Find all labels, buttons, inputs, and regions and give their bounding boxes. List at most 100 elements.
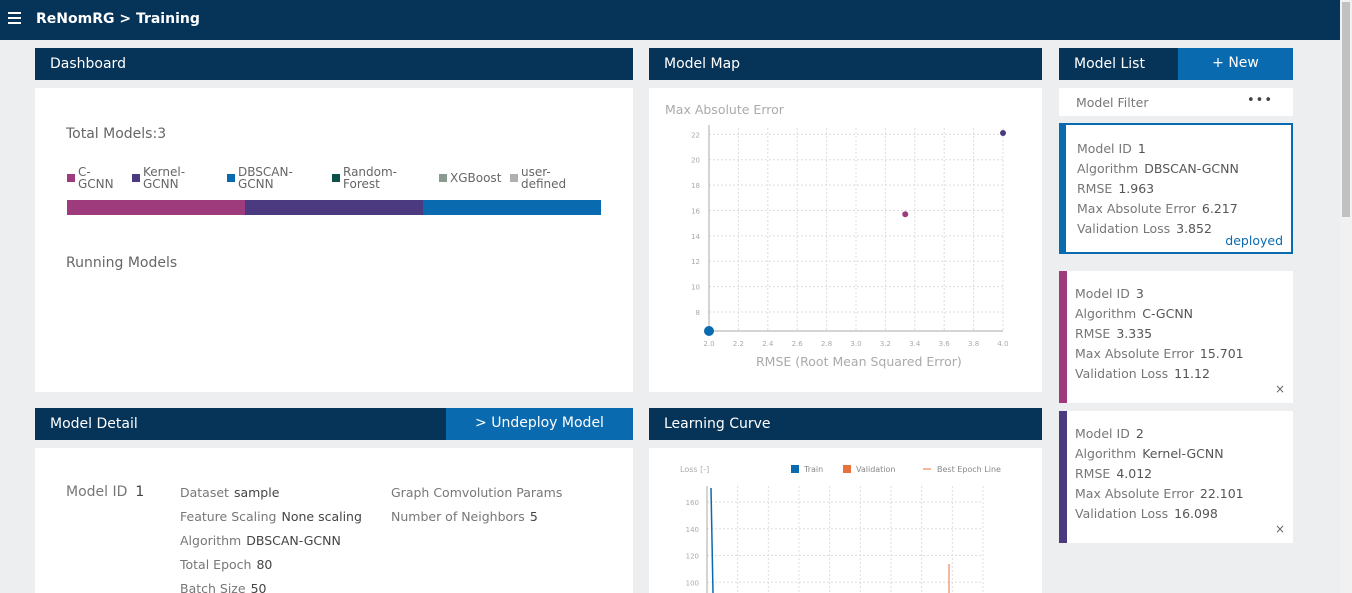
mae-row: Max Absolute Error 22.101	[1075, 486, 1244, 501]
model-distribution-bar	[67, 200, 601, 215]
y-tick-label: 120	[686, 553, 699, 561]
x-tick-label: 2.2	[733, 340, 744, 348]
x-tick-label: 3.8	[968, 340, 979, 348]
x-tick-label: 2.0	[703, 340, 714, 348]
x-tick-label: 3.0	[850, 340, 861, 348]
total-models-text: Total Models:3	[66, 126, 167, 142]
more-options-icon[interactable]: •••	[1246, 93, 1273, 108]
model-card-1[interactable]: Model ID 1 Algorithm DBSCAN-GCNN RMSE 1.963…	[1059, 123, 1293, 254]
x-tick-label: 3.2	[880, 340, 891, 348]
detail-algorithm: Algorithm DBSCAN-GCNN	[180, 533, 341, 548]
y-tick-label: 22	[691, 131, 700, 139]
model-id-row: Model ID 1	[1077, 141, 1146, 156]
legend-swatch	[132, 174, 140, 182]
val-loss-row: Validation Loss 11.12	[1075, 366, 1210, 381]
mae-row: Max Absolute Error 15.701	[1075, 346, 1244, 361]
model-map-xlabel: RMSE (Root Mean Squared Error)	[756, 354, 962, 369]
algorithm-row: Algorithm DBSCAN-GCNN	[1077, 161, 1239, 176]
y-tick-label: 20	[691, 157, 700, 165]
distribution-segment	[245, 200, 423, 215]
y-tick-label: 8	[696, 309, 700, 317]
model-card-3[interactable]: Model ID 3 Algorithm C-GCNN RMSE 3.335 Max …	[1059, 271, 1293, 403]
new-model-button[interactable]: + New	[1178, 48, 1293, 80]
scrollbar-thumb[interactable]	[1342, 2, 1350, 217]
legend-label: DBSCAN- GCNN	[238, 165, 293, 191]
y-tick-label: 16	[691, 207, 700, 215]
rmse-row: RMSE 4.012	[1075, 466, 1153, 481]
legend-label: XGBoost	[450, 171, 502, 185]
model-point[interactable]	[1000, 130, 1006, 137]
detail-dataset: Dataset sample	[180, 485, 280, 500]
detail-total-epoch: Total Epoch 80	[180, 557, 273, 572]
model-id-row: Model ID 2	[1075, 426, 1144, 441]
detail-number-of-neighbors: Number of Neighbors 5	[391, 509, 538, 524]
model-card-2[interactable]: Model ID 2 Algorithm Kernel-GCNN RMSE 4.012…	[1059, 411, 1293, 543]
model-map-header: Model Map	[649, 48, 1042, 80]
legend-swatch	[332, 174, 340, 182]
undeploy-model-button[interactable]: > Undeploy Model	[446, 408, 633, 440]
val-loss-row: Validation Loss 16.098	[1075, 506, 1218, 521]
undeploy-model-button-label: > Undeploy Model	[475, 415, 604, 431]
model-filter[interactable]: Model Filter •••	[1059, 88, 1293, 116]
x-tick-label: 4.0	[997, 340, 1008, 348]
detail-feature-scaling: Feature Scaling None scaling	[180, 509, 362, 524]
delete-model-icon[interactable]: ×	[1274, 522, 1285, 536]
legend-swatch	[227, 174, 235, 182]
legend-label: Random- Forest	[343, 165, 398, 191]
learning-curve-header: Learning Curve	[649, 408, 1042, 440]
detail-batch-size: Batch Size 50	[180, 581, 267, 593]
legend-swatch	[67, 174, 75, 182]
hamburger-menu-icon[interactable]	[8, 12, 21, 26]
y-tick-label: 160	[686, 499, 699, 507]
app-title: ReNomRG > Training	[36, 11, 200, 27]
model-list-header: Model List	[1059, 48, 1179, 80]
train-line	[710, 487, 714, 593]
legend-validation-swatch	[843, 465, 851, 473]
val-loss-row: Validation Loss 3.852	[1077, 221, 1212, 236]
x-tick-label: 2.4	[762, 340, 774, 348]
mae-row: Max Absolute Error 6.217	[1077, 201, 1238, 216]
legend-validation-label: Validation	[856, 465, 896, 474]
y-tick-label: 14	[691, 233, 700, 241]
y-tick-label: 140	[686, 526, 699, 534]
page-scrollbar[interactable]	[1340, 0, 1352, 593]
x-tick-label: 2.6	[792, 340, 804, 348]
legend-train-swatch	[791, 465, 799, 473]
model-point[interactable]	[704, 326, 714, 336]
legend-label: C- GCNN	[78, 165, 114, 191]
distribution-segment	[423, 200, 601, 215]
deployed-badge: deployed	[1225, 233, 1283, 248]
legend-label: Kernel- GCNN	[143, 165, 186, 191]
top-bar: ReNomRG > Training	[0, 0, 1340, 40]
model-filter-label: Model Filter	[1076, 95, 1149, 110]
model-color-stripe	[1059, 411, 1067, 543]
model-map-ylabel: Max Absolute Error	[665, 102, 784, 117]
legend-train-label: Train	[803, 465, 823, 474]
model-color-stripe	[1059, 123, 1066, 254]
algorithm-row: Algorithm Kernel-GCNN	[1075, 446, 1224, 461]
learning-curve-chart[interactable]: Loss [-] Train Validation Best Epoch Line 16…	[649, 448, 1042, 593]
model-detail-panel: Model ID 1 Dataset sample Feature Scaling N…	[35, 448, 633, 593]
model-id-row: Model ID 3	[1075, 286, 1144, 301]
delete-model-icon[interactable]: ×	[1274, 382, 1285, 396]
rmse-row: RMSE 1.963	[1077, 181, 1155, 196]
model-point[interactable]	[902, 211, 909, 218]
new-model-button-label: + New	[1212, 55, 1259, 71]
model-map-scatter[interactable]: 2.0 2.2 2.4 2.6 2.8 3.0 3.2 3.4 3.6 3.8 4.0 22 20 18 1…	[649, 88, 1042, 392]
dashboard-panel: Total Models:3 C- GCNN Kernel- GCNN DBSC…	[35, 88, 633, 392]
y-tick-label: 10	[691, 284, 700, 292]
x-tick-label: 3.4	[909, 340, 921, 348]
model-detail-header: Model Detail	[35, 408, 447, 440]
y-tick-label: 18	[691, 182, 700, 190]
rmse-row: RMSE 3.335	[1075, 326, 1153, 341]
y-tick-label: 12	[691, 258, 700, 266]
learning-curve-panel: Loss [-] Train Validation Best Epoch Line 16…	[649, 448, 1042, 593]
detail-params-title: Graph Comvolution Params	[391, 485, 563, 500]
dashboard-header: Dashboard	[35, 48, 633, 80]
y-tick-label: 100	[686, 579, 699, 587]
legend-label: user- defined	[521, 165, 567, 191]
legend-swatch	[510, 174, 518, 182]
legend-best-epoch-label: Best Epoch Line	[937, 465, 1001, 474]
x-tick-label: 3.6	[939, 340, 951, 348]
model-map-panel: Max Absolute Error 2.0 2.2 2.4 2.6 2.8 3.0 3.2…	[649, 88, 1042, 392]
